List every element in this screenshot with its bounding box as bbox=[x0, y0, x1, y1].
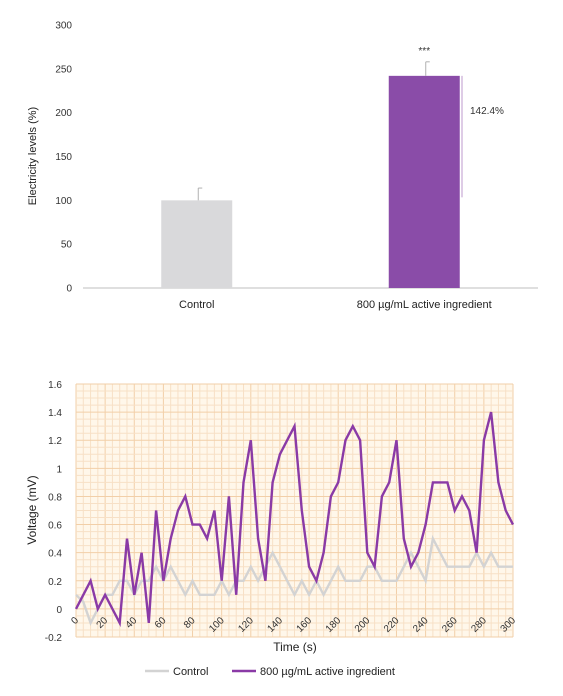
line-x-axis-label: Time (s) bbox=[273, 640, 317, 654]
bar-y-tick-label: 200 bbox=[55, 108, 72, 119]
line-y-axis-label: Voltage (mV) bbox=[25, 475, 39, 544]
legend-label: Control bbox=[173, 666, 208, 678]
line-y-axis-ticks: -0.2 0 0.2 0.4 0.6 0.8 1 1.2 1.4 1.6 bbox=[45, 380, 63, 644]
bar-y-axis-ticks: 0 50 100 150 200 250 300 bbox=[55, 21, 72, 295]
line-y-tick-label: 1 bbox=[56, 464, 62, 475]
line-y-tick-label: -0.2 bbox=[45, 633, 63, 644]
series-line bbox=[74, 411, 515, 628]
significance-marker: *** bbox=[418, 46, 430, 57]
bar-chart: 0 50 100 150 200 250 300 Control 800 µg/mL acti… bbox=[27, 21, 538, 311]
bar-y-tick-label: 150 bbox=[55, 152, 72, 163]
line-y-tick-label: 1.4 bbox=[48, 408, 62, 419]
line-chart: -0.200.20.40.60.811.21.41.6 0 20 40 60 80 100… bbox=[25, 380, 518, 678]
bar-y-axis-label: Electricity levels (%) bbox=[27, 107, 39, 205]
legend: Control 800 µg/mL active ingredient bbox=[145, 666, 395, 678]
bar bbox=[388, 75, 460, 288]
bar-category-label: 800 µg/mL active ingredient bbox=[357, 299, 492, 311]
difference-label: 142.4% bbox=[470, 106, 504, 117]
bar-series: Control 800 µg/mL active ingredient bbox=[161, 61, 492, 311]
bar-y-tick-label: 250 bbox=[55, 64, 72, 75]
bar-y-tick-label: 0 bbox=[66, 284, 72, 295]
series-line bbox=[75, 534, 513, 626]
bar-category-label: Control bbox=[179, 299, 214, 311]
line-y-tick-label: 1.6 bbox=[48, 380, 62, 391]
bar-y-tick-label: 300 bbox=[55, 21, 72, 32]
line-y-tick-label: 0.6 bbox=[48, 521, 62, 532]
bar bbox=[161, 200, 233, 288]
line-y-tick-label: 0 bbox=[56, 605, 62, 616]
line-y-tick-label: 0.4 bbox=[48, 549, 62, 560]
line-series bbox=[74, 411, 515, 628]
bar-y-tick-label: 100 bbox=[55, 196, 72, 207]
line-y-tick-label: 0.8 bbox=[48, 492, 62, 503]
line-y-tick-label: 1.2 bbox=[48, 436, 62, 447]
line-grid bbox=[75, 383, 514, 638]
bar-y-tick-label: 50 bbox=[61, 240, 73, 251]
legend-label: 800 µg/mL active ingredient bbox=[260, 666, 395, 678]
line-y-tick-label: 0.2 bbox=[48, 577, 62, 588]
